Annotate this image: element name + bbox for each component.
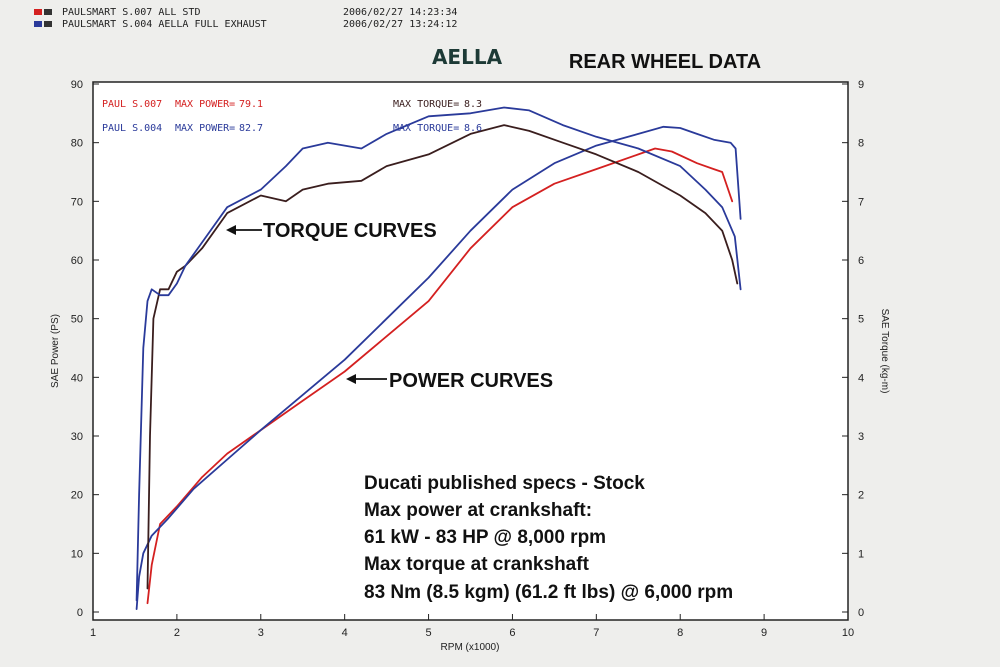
series-lines — [135, 106, 742, 610]
published-specs: Ducati published specs - Stock Max power… — [364, 473, 733, 603]
y-right-tick-label: 0 — [858, 607, 864, 619]
y-right-tick-label: 8 — [858, 138, 864, 150]
run-2-timestamp: 2006/02/27 13:24:12 — [343, 19, 457, 30]
run-1-swatch — [34, 9, 42, 15]
specs-line-1: Ducati published specs - Stock — [364, 473, 645, 494]
y-axis-right-title: SAE Torque (kg-m) — [879, 309, 890, 394]
run-1-timestamp: 2006/02/27 14:23:34 — [343, 7, 457, 18]
legend-run-1-torque-label: MAX TORQUE= — [393, 99, 459, 110]
power-curve-run-1 — [146, 147, 734, 605]
x-tick-label: 5 — [425, 627, 431, 639]
specs-line-4: Max torque at crankshaft — [364, 554, 590, 575]
x-tick-label: 10 — [842, 627, 854, 639]
y-left-tick-label: 80 — [71, 138, 83, 150]
y-right-tick-label: 9 — [858, 79, 864, 91]
run-2-swatch — [34, 21, 42, 27]
brand-logo: AELLA — [432, 45, 503, 69]
torque-curves-annotation: TORQUE CURVES — [226, 220, 437, 242]
y-left-tick-label: 30 — [71, 431, 83, 443]
y-right-tick-label: 4 — [858, 372, 864, 384]
torque-curve-run-2 — [135, 106, 742, 602]
y-left-tick-label: 20 — [71, 490, 83, 502]
power-curves-label: POWER CURVES — [389, 370, 553, 392]
x-tick-label: 6 — [509, 627, 515, 639]
x-tick-label: 7 — [593, 627, 599, 639]
run-1-label: PAULSMART S.007 ALL STD — [62, 7, 200, 18]
y-left-tick-label: 90 — [71, 79, 83, 91]
legend-run-1-power-label: MAX POWER= — [175, 99, 235, 110]
specs-line-3: 61 kW - 83 HP @ 8,000 rpm — [364, 527, 606, 548]
legend-run-2-torque-label: MAX TORQUE= — [393, 123, 459, 134]
y-left-tick-label: 40 — [71, 372, 83, 384]
y-left-tick-label: 50 — [71, 314, 83, 326]
x-tick-label: 4 — [342, 627, 348, 639]
legend-run-2: PAUL S.004 — [102, 123, 162, 134]
run-header: PAULSMART S.007 ALL STD 2006/02/27 14:23… — [34, 7, 457, 30]
x-tick-label: 9 — [761, 627, 767, 639]
max-legend: PAUL S.007 MAX POWER= 79.1 MAX TORQUE= 8… — [102, 99, 482, 134]
y-left-tick-label: 0 — [77, 607, 83, 619]
y-right-tick-label: 1 — [858, 548, 864, 560]
power-curve-run-2 — [135, 125, 742, 610]
y-left-tick-label: 60 — [71, 255, 83, 267]
y-left-tick-label: 10 — [71, 548, 83, 560]
y-axis-left-title: SAE Power (PS) — [50, 314, 61, 388]
chart-title: REAR WHEEL DATA — [569, 51, 761, 73]
legend-run-2-power-label: MAX POWER= — [175, 123, 235, 134]
y-left-tick-label: 70 — [71, 196, 83, 208]
x-tick-label: 8 — [677, 627, 683, 639]
legend-run-2-torque-value: 8.6 — [464, 123, 482, 134]
run-2-swatch-dark — [44, 21, 52, 27]
torque-arrow-head — [226, 225, 236, 235]
x-tick-label: 3 — [258, 627, 264, 639]
torque-curves-label: TORQUE CURVES — [263, 220, 437, 242]
run-1-swatch-dark — [44, 9, 52, 15]
y-right-tick-label: 2 — [858, 490, 864, 502]
legend-run-1-torque-value: 8.3 — [464, 99, 482, 110]
y-right-tick-label: 7 — [858, 196, 864, 208]
power-curves-annotation: POWER CURVES — [346, 370, 553, 392]
run-2-label: PAULSMART S.004 AELLA FULL EXHAUST — [62, 19, 267, 30]
x-tick-label: 2 — [174, 627, 180, 639]
power-arrow-head — [346, 374, 356, 384]
specs-line-2: Max power at crankshaft: — [364, 500, 592, 521]
legend-run-1-power-value: 79.1 — [239, 99, 263, 110]
y-right-tick-label: 3 — [858, 431, 864, 443]
legend-run-2-power-value: 82.7 — [239, 123, 263, 134]
y-right-tick-label: 6 — [858, 255, 864, 267]
torque-curve-run-1 — [146, 124, 739, 590]
y-right-tick-label: 5 — [858, 314, 864, 326]
specs-line-5: 83 Nm (8.5 kgm) (61.2 ft lbs) @ 6,000 rp… — [364, 582, 733, 603]
x-axis-title: RPM (x1000) — [441, 642, 500, 653]
x-tick-label: 1 — [90, 627, 96, 639]
legend-run-1: PAUL S.007 — [102, 99, 162, 110]
